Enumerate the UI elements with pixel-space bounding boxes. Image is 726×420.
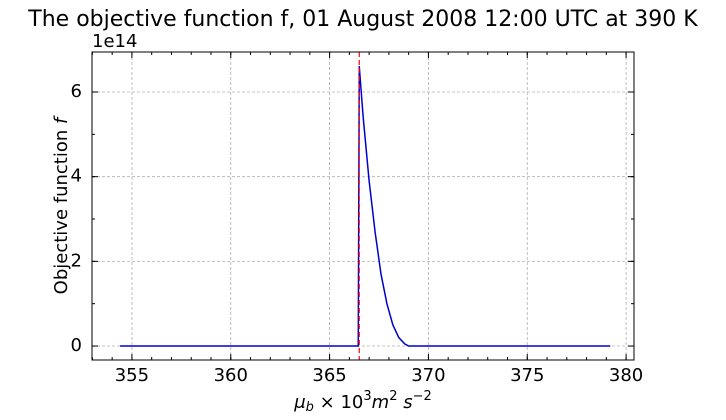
x-label-part: s [397, 392, 412, 413]
y-tick-label: 0 [71, 335, 82, 356]
x-tick-label: 360 [214, 365, 248, 386]
x-tick-label: 370 [411, 365, 445, 386]
x-tick-label: 375 [510, 365, 544, 386]
x-axis-label: μb × 103m2 s−2 [293, 389, 432, 415]
x-label-part: b [306, 400, 314, 415]
plot-frame [91, 51, 635, 361]
line-series [120, 66, 611, 347]
x-label-part: × 10 [314, 392, 363, 413]
y-axis-label: Objective function f [51, 115, 72, 294]
x-label-part: 2 [389, 389, 397, 404]
x-label-part: m [372, 392, 390, 413]
chart-title: The objective function f, 01 August 2008… [27, 7, 698, 32]
y-tick-label: 2 [71, 250, 82, 271]
x-label-part: μ [293, 392, 305, 413]
x-tick-label: 365 [312, 365, 346, 386]
y-tick-label: 4 [71, 166, 82, 187]
y-label-part: Objective function [51, 124, 72, 294]
x-label-part: 3 [363, 389, 371, 404]
y-offset-label: 1e14 [92, 31, 137, 52]
y-tick-label: 6 [71, 81, 82, 102]
x-tick-label: 355 [115, 365, 149, 386]
x-label-part: −2 [413, 389, 432, 404]
y-label-part: f [51, 115, 72, 124]
x-tick-label: 380 [609, 365, 643, 386]
